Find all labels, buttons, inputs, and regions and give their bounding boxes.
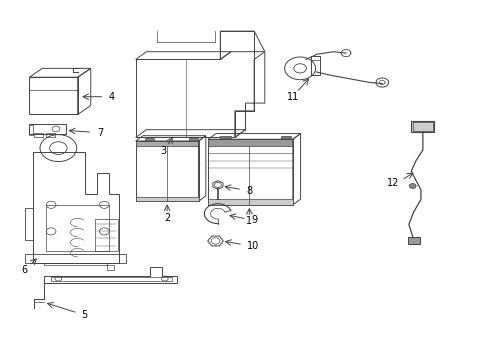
Bar: [412, 122, 432, 131]
Circle shape: [408, 184, 415, 189]
Bar: [145, 138, 154, 141]
Bar: [34, 133, 43, 137]
Bar: [280, 136, 291, 139]
Bar: [208, 199, 292, 205]
Bar: [407, 238, 419, 244]
Bar: [24, 255, 126, 263]
Text: 10: 10: [246, 240, 259, 251]
Bar: [29, 124, 65, 134]
Text: 4: 4: [108, 92, 114, 102]
Bar: [136, 197, 198, 201]
Text: 3: 3: [160, 146, 166, 156]
Text: 12: 12: [386, 178, 399, 188]
Bar: [220, 136, 230, 139]
Bar: [208, 139, 292, 146]
Text: 6: 6: [21, 265, 27, 275]
Text: 7: 7: [97, 128, 103, 138]
Text: 8: 8: [245, 186, 251, 195]
Bar: [136, 141, 198, 146]
Bar: [29, 125, 33, 135]
Text: 9: 9: [251, 215, 257, 225]
Bar: [95, 219, 118, 251]
Bar: [410, 121, 434, 132]
Text: 5: 5: [81, 310, 88, 320]
Bar: [188, 138, 197, 141]
Text: 11: 11: [286, 93, 298, 102]
Bar: [46, 133, 55, 137]
Bar: [310, 56, 319, 76]
Text: 1: 1: [246, 216, 252, 226]
Text: 2: 2: [163, 213, 170, 223]
Bar: [46, 205, 109, 251]
